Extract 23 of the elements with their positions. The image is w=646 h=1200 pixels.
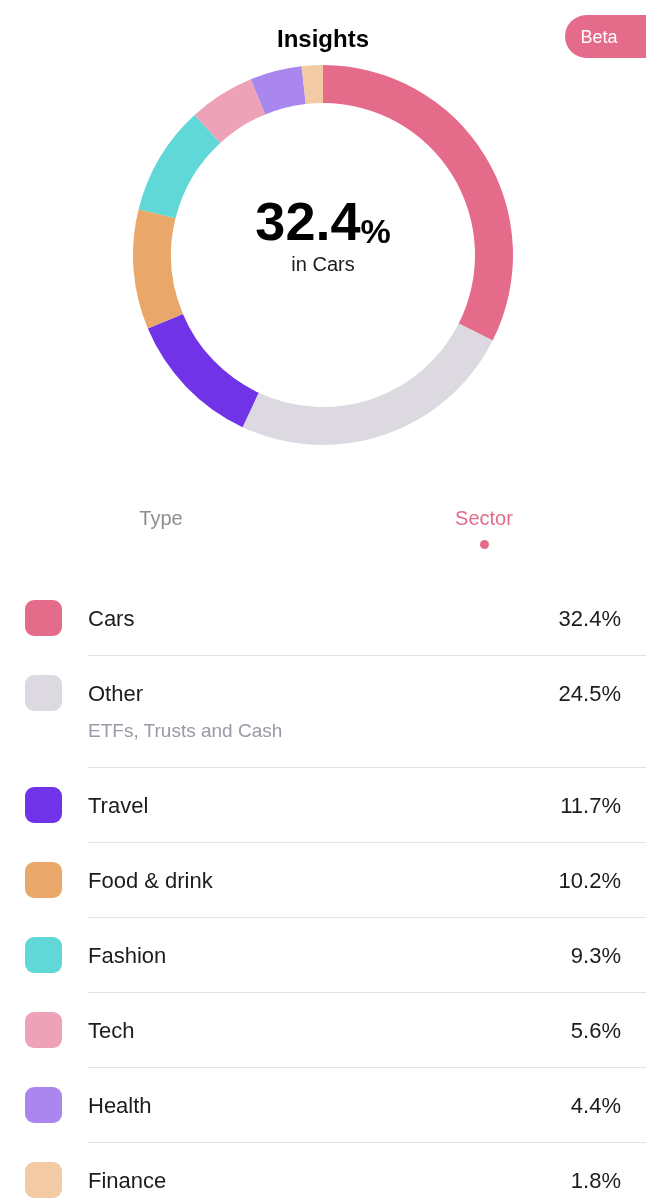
legend-label: Health [88,1092,152,1118]
text: Beta [580,27,619,47]
text: Sector [455,507,514,529]
data-label: 4.4% [570,1092,621,1118]
text: 32.4% [255,191,391,251]
data-label: 10.2% [558,867,621,893]
text: Type [139,507,183,529]
legend-label: Travel [88,792,149,818]
text: in Cars [291,253,355,275]
legend-label: Tech [88,1017,135,1043]
legend-label: Fashion [88,942,167,968]
legend-label: Other [88,680,144,706]
data-label: 32.4% [558,605,621,631]
data-label: 24.5% [558,680,621,706]
data-label: 9.3% [570,942,621,968]
data-label: 11.7% [560,792,621,818]
data-label: 5.6% [570,1017,621,1043]
legend-label: Finance [88,1167,167,1193]
legend-label: Cars [88,605,135,631]
text: ETFs, Trusts and Cash [88,719,283,741]
data-label: 1.8% [570,1167,621,1193]
chart-title: Insights [276,24,370,52]
legend-label: Food & drink [88,867,214,893]
